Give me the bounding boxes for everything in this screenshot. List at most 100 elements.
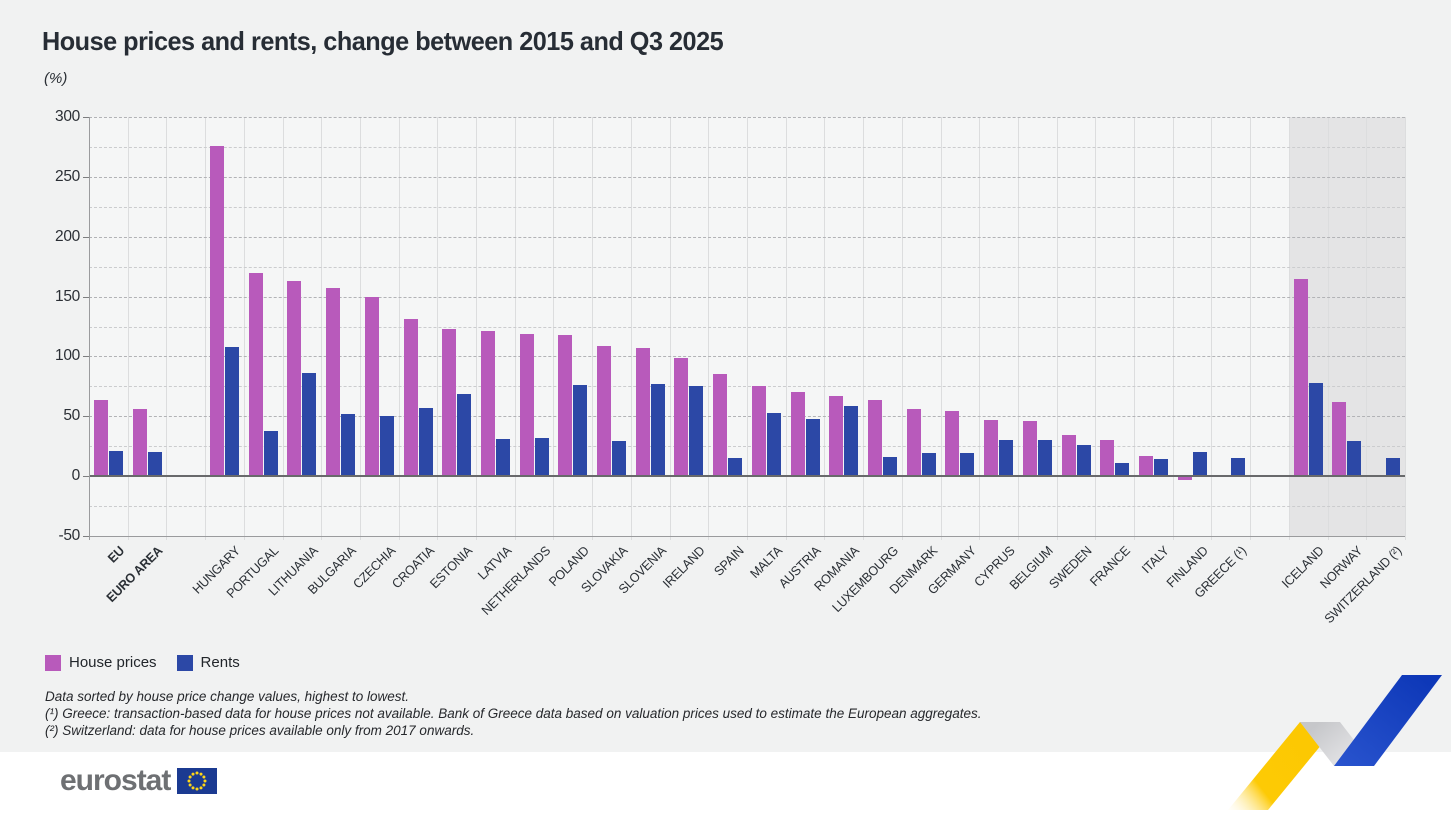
bar-house-prices-croatia <box>403 319 418 477</box>
y-tick-label-250: 250 <box>55 167 80 185</box>
bar-house-prices-euro-area <box>132 409 147 477</box>
y-tick-mark-150 <box>83 296 89 298</box>
bar-house-prices-romania <box>829 395 844 477</box>
bar-rents-slovenia <box>650 383 665 477</box>
gridline-y-175 <box>89 266 1405 268</box>
bar-rents-greece <box>1231 458 1246 477</box>
bar-rents-estonia <box>457 393 472 477</box>
bar-house-prices-luxembourg <box>867 399 882 477</box>
column-separator-line <box>979 117 981 540</box>
column-separator-line <box>359 117 361 540</box>
bar-rents-euro-area <box>147 452 162 477</box>
bar-house-prices-bulgaria <box>326 288 341 477</box>
column-separator-line <box>824 117 826 540</box>
bar-rents-bulgaria <box>341 413 356 477</box>
bar-house-prices-latvia <box>480 331 495 477</box>
bar-house-prices-finland <box>1177 476 1192 480</box>
column-separator-line <box>747 117 748 540</box>
y-tick-label-50: 50 <box>63 407 80 425</box>
bar-house-prices-czechia <box>364 296 379 477</box>
bar-house-prices-netherlands <box>519 333 534 477</box>
bar-house-prices-malta <box>751 386 766 477</box>
column-separator-line <box>901 117 903 540</box>
bar-rents-hungary <box>224 346 239 477</box>
x-label-france: FRANCE <box>1087 543 1134 590</box>
column-separator-line <box>1056 117 1058 540</box>
column-separator-line <box>476 117 478 540</box>
column-separator-line <box>1017 117 1019 540</box>
column-separator-line <box>1366 117 1368 540</box>
bar-rents-croatia <box>418 407 433 477</box>
unit-label: (%) <box>44 70 68 87</box>
bar-house-prices-poland <box>558 334 573 477</box>
footnote-sorting: Data sorted by house price change values… <box>45 689 409 704</box>
column-separator-line <box>437 117 439 540</box>
gridline-y-100 <box>89 356 1405 358</box>
column-separator-line <box>1134 117 1136 540</box>
bar-rents-czechia <box>379 416 394 477</box>
column-separator-line <box>553 117 555 540</box>
bar-house-prices-portugal <box>248 272 263 477</box>
y-tick-mark-100 <box>83 356 89 358</box>
eurostat-logo: eurostat <box>60 764 218 798</box>
bar-rents-france <box>1115 462 1130 477</box>
bar-rents-poland <box>573 385 588 477</box>
bar-house-prices-austria <box>790 392 805 477</box>
x-label-netherlands: NETHERLANDS <box>477 543 553 618</box>
y-tick-mark-50 <box>83 416 89 418</box>
x-label-czechia: CZECHIA <box>349 543 398 592</box>
column-separator-line <box>321 117 323 540</box>
y-tick-mark-200 <box>83 236 89 238</box>
bar-rents-germany <box>960 453 975 477</box>
bar-rents-iceland <box>1308 382 1323 477</box>
ribbon-yellow-segment <box>1228 722 1340 810</box>
eurostat-logo-text: eurostat <box>60 764 171 797</box>
column-separator-line <box>940 117 942 540</box>
bar-house-prices-italy <box>1138 455 1153 477</box>
x-label-italy: ITALY <box>1138 543 1173 577</box>
y-tick-mark-0 <box>83 476 89 478</box>
gridline-y-250 <box>89 176 1405 178</box>
eu-flag-icon <box>177 768 218 794</box>
decorative-trend-ribbon-graphic <box>1228 675 1442 810</box>
bar-house-prices-lithuania <box>287 281 302 477</box>
bar-house-prices-eu <box>93 399 108 477</box>
column-separator-line <box>398 117 400 540</box>
bar-house-prices-estonia <box>442 328 457 477</box>
y-tick-label-200: 200 <box>55 227 80 245</box>
footnote-greece: (¹) Greece: transaction-based data for h… <box>45 706 982 721</box>
bar-rents-italy <box>1153 459 1168 477</box>
plot-bottom-line <box>89 536 1405 537</box>
column-separator-line <box>1288 117 1290 540</box>
gridline-y-50 <box>89 416 1405 418</box>
bar-rents-luxembourg <box>882 456 897 477</box>
column-separator-line <box>785 117 787 540</box>
bar-rents-sweden <box>1076 445 1091 477</box>
bar-house-prices-iceland <box>1293 278 1308 477</box>
column-separator-line <box>166 117 168 540</box>
gridline-y--25 <box>89 506 1405 508</box>
bar-rents-malta <box>766 412 781 477</box>
bar-house-prices-belgium <box>1022 421 1037 477</box>
bar-rents-denmark <box>921 453 936 477</box>
legend-item-rents: Rents <box>176 654 240 671</box>
legend-label-house-prices: House prices <box>69 654 157 671</box>
chart-legend: House prices Rents <box>45 654 240 671</box>
bar-rents-lithuania <box>302 373 317 477</box>
gridline-y-275 <box>89 146 1405 148</box>
bar-house-prices-cyprus <box>984 419 999 477</box>
footnote-switzerland: (²) Switzerland: data for house prices a… <box>45 723 475 738</box>
bar-rents-portugal <box>263 430 278 477</box>
column-separator-line <box>863 117 865 540</box>
bar-house-prices-denmark <box>906 409 921 477</box>
column-separator-line <box>592 117 594 540</box>
column-separator-line <box>514 117 516 540</box>
bar-rents-slovakia <box>612 441 627 477</box>
bar-rents-norway <box>1347 441 1362 477</box>
y-tick-label-150: 150 <box>55 287 80 305</box>
column-separator-line <box>669 117 671 540</box>
y-tick-mark-250 <box>83 176 89 178</box>
column-separator-line <box>282 117 284 540</box>
bar-house-prices-slovenia <box>635 348 650 477</box>
bar-house-prices-sweden <box>1061 435 1076 477</box>
